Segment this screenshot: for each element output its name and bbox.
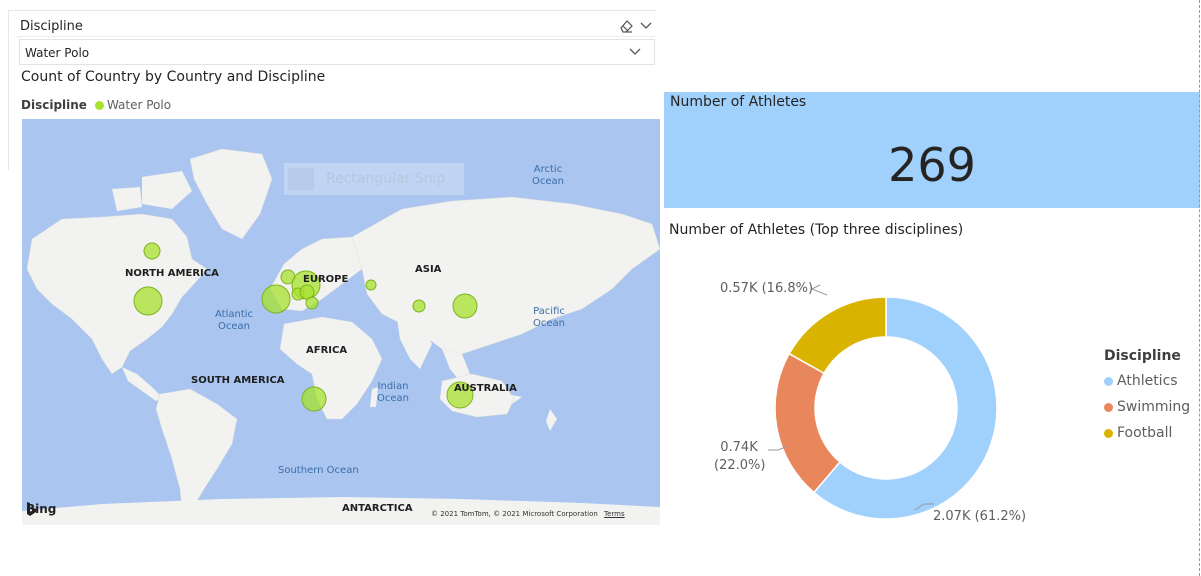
ocean-label-arctic: Arctic Ocean <box>532 164 564 187</box>
data-label-football: 0.57K (16.8%) <box>720 281 814 296</box>
discipline-slicer: Discipline Water Polo <box>8 10 657 170</box>
map-legend: Discipline Water Polo <box>21 98 171 112</box>
country-bubble[interactable] <box>261 284 291 314</box>
map-attribution: © 2021 TomTom, © 2021 Microsoft Corporat… <box>431 510 625 518</box>
country-bubbles[interactable] <box>133 242 478 412</box>
dropdown-chevron-icon <box>629 48 641 55</box>
slicer-title: Discipline <box>20 19 83 34</box>
data-label-athletics: 2.07K (61.2%) <box>933 509 1027 524</box>
map-label-antarctica: ANTARCTICA <box>342 503 413 514</box>
data-label-leader-line <box>768 445 789 451</box>
snip-icon <box>288 168 314 190</box>
eraser-icon[interactable] <box>618 18 634 34</box>
slicer-dropdown[interactable]: Water Polo <box>19 39 655 65</box>
country-bubble[interactable] <box>301 386 327 412</box>
world-map-landmass <box>22 148 660 525</box>
athletes-card: Number of Athletes 269 <box>664 92 1200 208</box>
data-label-leader-line <box>810 284 828 296</box>
legend-label-football: Football <box>1117 425 1173 441</box>
card-title: Number of Athletes <box>670 94 807 110</box>
donut-legend-title: Discipline <box>1104 348 1181 364</box>
world-map[interactable]: Rectangular Snip NORTH AMERICA EUROPE AS… <box>22 119 660 525</box>
map-label-south-america: SOUTH AMERICA <box>191 375 285 386</box>
page-border <box>1199 0 1201 576</box>
data-label-leader-line <box>914 503 934 511</box>
donut-chart[interactable] <box>664 240 1104 540</box>
legend-label-swimming: Swimming <box>1117 399 1191 415</box>
country-bubble[interactable] <box>143 242 161 260</box>
legend-dot-swimming <box>1104 402 1113 412</box>
card-value: 269 <box>888 138 976 192</box>
country-bubble[interactable] <box>305 296 319 310</box>
country-bubble[interactable] <box>133 286 163 316</box>
bing-icon <box>27 502 36 516</box>
map-label-europe: EUROPE <box>303 274 349 285</box>
ocean-label-atlantic: Atlantic Ocean <box>215 309 254 332</box>
chevron-down-icon[interactable] <box>639 18 653 32</box>
country-bubble[interactable] <box>446 381 474 409</box>
donut-slice-athletics[interactable] <box>812 296 998 520</box>
map-label-asia: ASIA <box>415 264 442 275</box>
donut-slice-swimming[interactable] <box>774 352 841 494</box>
donut-legend: Discipline Athletics Swimming Football <box>1104 348 1190 446</box>
ocean-label-indian: Indian Ocean <box>377 381 409 404</box>
terms-link[interactable]: Terms <box>604 510 625 518</box>
map-legend-title: Discipline <box>21 98 87 112</box>
map-legend-dot <box>94 100 104 110</box>
legend-dot-football <box>1104 428 1113 438</box>
slicer-header: Discipline <box>15 15 657 37</box>
ocean-label-southern: Southern Ocean <box>278 465 359 476</box>
map-label-north-america: NORTH AMERICA <box>125 268 219 279</box>
bing-logo: Bing <box>26 502 56 516</box>
ocean-label-pacific: Pacific Ocean <box>533 306 565 329</box>
map-title: Count of Country by Country and Discipli… <box>21 69 326 85</box>
donut-title: Number of Athletes (Top three discipline… <box>669 222 964 238</box>
donut-slice-football[interactable] <box>788 296 887 375</box>
slicer-selected-value: Water Polo <box>25 46 90 60</box>
legend-item-football[interactable]: Football <box>1104 420 1190 446</box>
map-label-africa: AFRICA <box>306 345 348 356</box>
legend-dot-athletics <box>1104 376 1113 386</box>
country-bubble[interactable] <box>365 279 377 291</box>
snip-overlay-text: Rectangular Snip <box>326 171 446 187</box>
legend-label-athletics: Athletics <box>1117 373 1178 389</box>
map-legend-item[interactable]: Water Polo <box>106 98 172 112</box>
country-bubble[interactable] <box>412 299 426 313</box>
legend-item-athletics[interactable]: Athletics <box>1104 368 1190 394</box>
legend-item-swimming[interactable]: Swimming <box>1104 394 1190 420</box>
attribution-text: © 2021 TomTom, © 2021 Microsoft Corporat… <box>431 510 598 518</box>
country-bubble[interactable] <box>452 293 478 319</box>
map-label-australia: AUSTRALIA <box>454 383 517 394</box>
snip-overlay: Rectangular Snip <box>284 163 464 195</box>
data-label-swimming: 0.74K (22.0%) <box>714 440 766 473</box>
